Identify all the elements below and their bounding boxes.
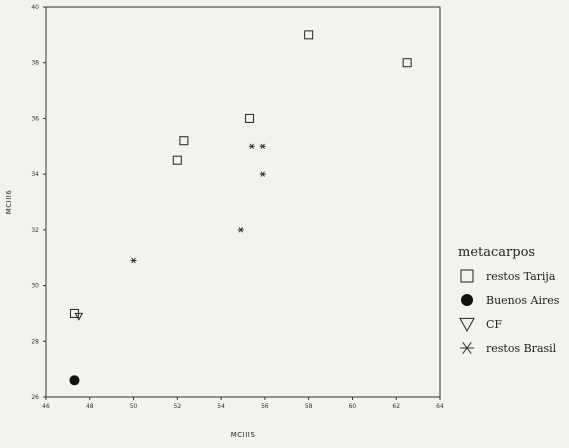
x-tick-label: 50 <box>130 403 138 410</box>
x-axis-title: MCIIIS <box>231 431 256 439</box>
y-tick-label: 38 <box>31 60 39 67</box>
square-point <box>304 30 314 40</box>
legend-circle-icon <box>461 294 473 306</box>
asterisk-point <box>259 143 266 149</box>
asterisk-point <box>237 227 244 233</box>
legend-label: restos Tarija <box>486 270 556 283</box>
y-tick-label: 40 <box>31 4 39 11</box>
legend: metacarpos restos Tarija Buenos Aires CF re… <box>458 245 560 355</box>
y-axis-title: MCIII6 <box>5 190 13 215</box>
data-points <box>69 30 412 386</box>
x-tick-label: 52 <box>174 403 182 410</box>
x-tick-label: 48 <box>86 403 94 410</box>
circle-point <box>69 375 80 386</box>
triangle-down-point <box>74 312 84 321</box>
asterisk-point <box>130 257 137 264</box>
legend-title: metacarpos <box>458 245 535 260</box>
y-tick-label: 30 <box>31 283 39 290</box>
y-tick-label: 34 <box>31 171 39 178</box>
legend-label: Buenos Aires <box>486 294 560 307</box>
asterisk-point <box>248 143 255 149</box>
asterisk-point <box>259 171 266 177</box>
square-point <box>402 58 412 68</box>
legend-label: restos Brasil <box>486 342 557 355</box>
square-point <box>245 113 255 123</box>
x-tick-label: 64 <box>436 403 444 410</box>
x-tick-label: 46 <box>42 403 50 410</box>
plot-frame <box>45 6 441 398</box>
x-tick-label: 62 <box>392 403 400 410</box>
legend-asterisk-icon <box>460 342 474 354</box>
x-tick-label: 54 <box>217 403 225 410</box>
y-tick-label: 26 <box>31 394 39 401</box>
x-tick-label: 56 <box>261 403 269 410</box>
legend-square-icon <box>460 269 474 283</box>
x-axis-ticks: 46 48 50 52 54 56 58 60 62 64 <box>42 397 444 410</box>
x-tick-label: 58 <box>305 403 313 410</box>
y-axis-ticks: 26 28 30 32 34 36 38 40 <box>31 4 46 401</box>
y-tick-label: 32 <box>31 227 39 234</box>
y-tick-label: 36 <box>31 115 39 122</box>
square-point <box>179 136 189 146</box>
x-tick-label: 60 <box>349 403 357 410</box>
legend-label: CF <box>486 318 502 331</box>
square-point <box>172 155 182 165</box>
y-tick-label: 28 <box>31 338 39 345</box>
legend-triangle-down-icon <box>459 317 475 333</box>
